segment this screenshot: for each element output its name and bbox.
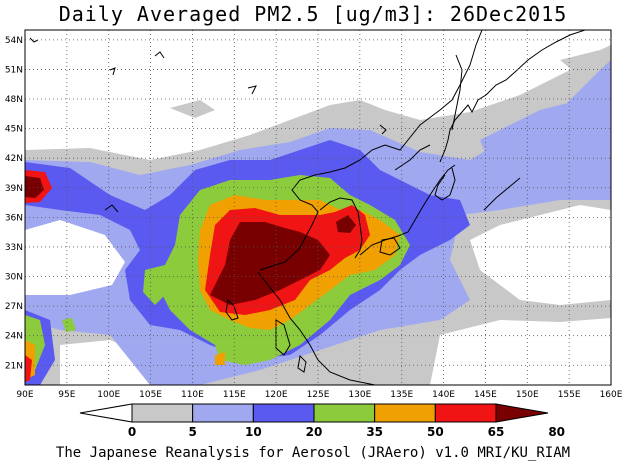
pm25-level-10-region <box>480 95 611 200</box>
longitude-label: 160E <box>600 390 623 400</box>
pm25-level-50-region <box>215 352 225 365</box>
pm25-level-80-region <box>210 222 330 305</box>
latitude-label: 27N <box>5 302 23 312</box>
colorbar-segment <box>495 403 549 423</box>
latitude-label: 54N <box>5 36 23 46</box>
latitude-label: 33N <box>5 243 23 253</box>
map-frame <box>24 29 612 386</box>
colorbar-label: 50 <box>427 425 444 439</box>
longitude-label: 140E <box>432 390 455 400</box>
colorbar-segment <box>374 403 436 423</box>
longitude-label: 115E <box>223 390 246 400</box>
colorbar-segment <box>192 403 254 423</box>
pm25-level-35-region <box>62 318 76 332</box>
colorbar: 0 5 10 20 35 50 65 80 <box>79 403 565 439</box>
longitude-label: 135E <box>390 390 413 400</box>
longitude-label: 95E <box>58 390 75 400</box>
colorbar-label: 0 <box>128 425 136 439</box>
map-title: Daily Averaged PM2.5 [ug/m3]: 26Dec2015 <box>58 2 568 26</box>
colorbar-label: 20 <box>306 425 323 439</box>
colorbar-label: 10 <box>245 425 262 439</box>
latitude-label: 24N <box>5 332 23 342</box>
longitude-label: 130E <box>348 390 371 400</box>
longitude-label: 155E <box>558 390 581 400</box>
colorbar-segment <box>131 403 194 423</box>
pm25-level-35-region <box>143 265 170 305</box>
latitude-label: 21N <box>5 361 23 371</box>
longitude-label: 90E <box>16 390 33 400</box>
pm25-level-5-region <box>170 100 215 118</box>
longitude-label: 150E <box>516 390 539 400</box>
latitude-label: 45N <box>5 125 23 135</box>
colorbar-segment <box>79 403 133 423</box>
longitude-label: 105E <box>139 390 162 400</box>
axis-labels: 90E 95E 100E 105E 110E 115E 120E 125E 130E 135E 14… <box>5 36 623 400</box>
latitude-label: 30N <box>5 273 23 283</box>
latitude-label: 42N <box>5 154 23 164</box>
longitude-label: 100E <box>97 390 120 400</box>
pm25-level-65-region <box>25 355 32 382</box>
latitude-label: 36N <box>5 213 23 223</box>
latitude-label: 39N <box>5 184 23 194</box>
longitude-label: 120E <box>265 390 288 400</box>
lat-lon-grid <box>25 30 611 385</box>
longitude-label: 145E <box>474 390 497 400</box>
latitude-label: 48N <box>5 95 23 105</box>
pm25-level-80-region <box>336 215 356 233</box>
longitude-label: 125E <box>307 390 330 400</box>
colorbar-label: 80 <box>548 425 565 439</box>
footer-credit: The Japanese Reanalysis for Aerosol (JRA… <box>55 445 571 461</box>
colorbar-label: 65 <box>488 425 505 439</box>
colorbar-segment <box>313 403 376 423</box>
coastlines <box>29 30 586 385</box>
pm25-level-80-region <box>25 176 44 198</box>
colorbar-label: 35 <box>366 425 383 439</box>
pm25-concentration-field <box>25 30 611 385</box>
colorbar-segment <box>252 403 315 423</box>
colorbar-segment <box>434 403 497 423</box>
colorbar-label: 5 <box>188 425 196 439</box>
latitude-label: 51N <box>5 65 23 75</box>
longitude-label: 110E <box>181 390 204 400</box>
